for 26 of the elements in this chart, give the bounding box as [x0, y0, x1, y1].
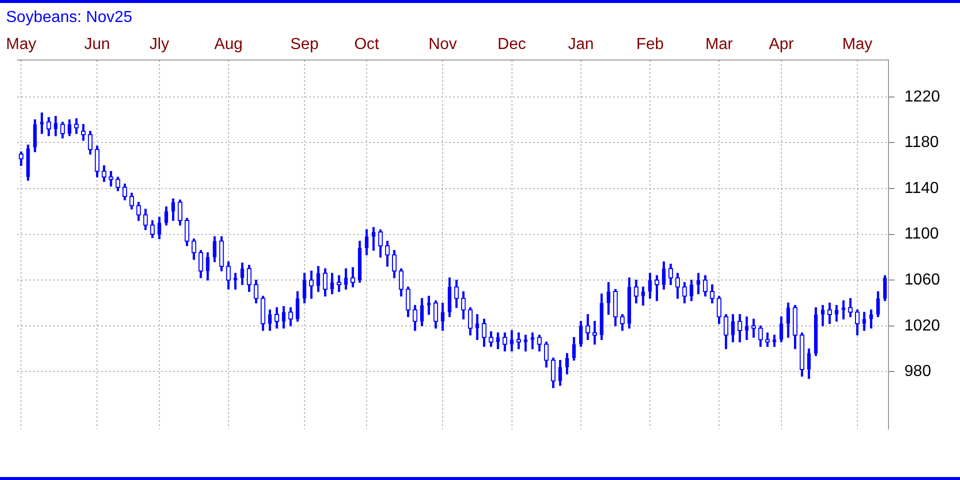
x-tick-label: Sep [290, 36, 319, 54]
candlestick [592, 321, 598, 345]
x-tick-label: Jun [84, 36, 110, 54]
x-tick-label: Nov [428, 36, 457, 54]
x-tick-label: Mar [705, 36, 734, 54]
y-tick-label: 1220 [904, 88, 940, 106]
candlestick [427, 296, 431, 315]
x-tick-label: May [6, 36, 36, 54]
x-tick-label: Jly [150, 36, 170, 54]
y-tick-label: 980 [904, 363, 932, 380]
x-tick-label: Aug [214, 36, 243, 54]
y-tick-label: 1100 [904, 226, 939, 243]
y-tick-label: 1020 [904, 317, 940, 334]
candlestick [751, 318, 756, 338]
candlestick [40, 112, 44, 134]
x-tick-label: Oct [354, 36, 380, 54]
y-tick-label: 1180 [904, 134, 939, 152]
x-tick-label: Apr [768, 36, 794, 54]
y-tick-label: 1060 [904, 272, 940, 289]
chart-title: Soybeans: Nov25 [6, 9, 132, 27]
x-tick-label: Feb [636, 36, 664, 54]
x-tick-label: May [842, 36, 872, 54]
candlestick [475, 314, 480, 340]
y-tick-label: 1140 [904, 180, 939, 197]
x-tick-label: Dec [498, 36, 526, 54]
x-tick-label: Jan [568, 36, 594, 54]
